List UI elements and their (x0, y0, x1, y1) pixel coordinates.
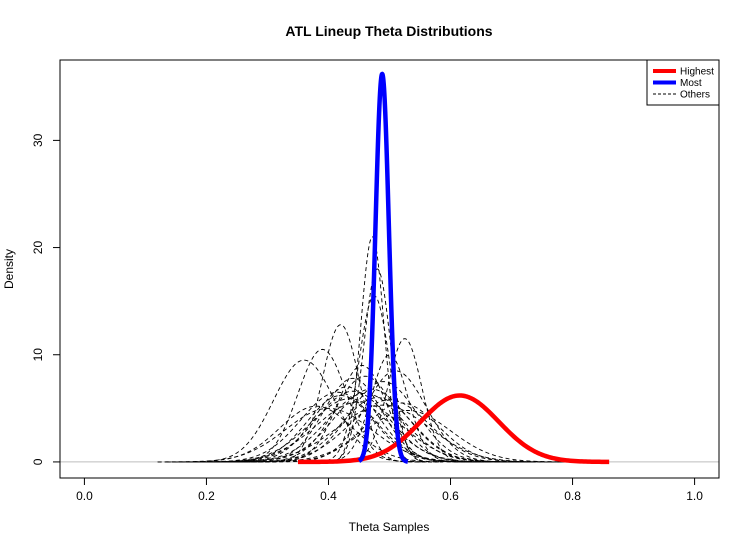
legend-label-others: Others (680, 90, 710, 101)
x-tick-label: 1.0 (686, 489, 703, 503)
x-tick-label: 0.8 (564, 489, 581, 503)
legend-label-most: Most (680, 78, 702, 89)
series-other-9 (236, 402, 567, 463)
series-other-3 (218, 397, 537, 463)
series-other-20 (316, 268, 438, 463)
series-most (357, 71, 410, 464)
x-tick-label: 0.4 (320, 489, 337, 503)
series-other-18 (212, 348, 433, 463)
x-axis-label: Theta Samples (349, 520, 430, 534)
chart-title: ATL Lineup Theta Distributions (285, 23, 492, 39)
x-tick-label: 0.2 (198, 489, 215, 503)
y-axis-label: Density (2, 249, 16, 289)
series-other-23 (307, 354, 472, 463)
plot-area (60, 71, 719, 465)
series-other-28 (171, 398, 529, 463)
y-tick-label: 10 (31, 348, 45, 362)
series-other-13 (227, 375, 503, 463)
y-tick-label: 20 (31, 241, 45, 255)
series-other-6 (166, 401, 552, 463)
y-tick-label: 0 (31, 458, 45, 465)
series-highest (297, 393, 610, 465)
x-tick-label: 0.6 (442, 489, 459, 503)
series-other-4 (189, 395, 492, 463)
y-tick-label: 30 (31, 133, 45, 147)
x-tick-label: 0.0 (76, 489, 93, 503)
series-other-27 (177, 404, 590, 463)
x-axis: 0.0 0.2 0.4 0.6 0.8 1.0 (76, 477, 703, 503)
series-other-25 (172, 391, 503, 463)
legend-label-highest: Highest (680, 67, 714, 78)
series-other-11 (157, 407, 521, 463)
y-axis: 0 10 20 30 (31, 133, 61, 465)
series-other-22 (327, 338, 482, 463)
